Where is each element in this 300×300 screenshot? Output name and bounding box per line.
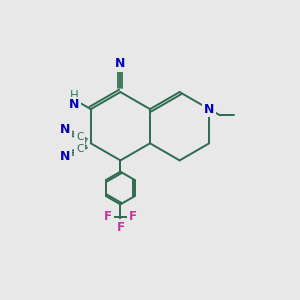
Text: N: N xyxy=(60,123,70,136)
Text: N: N xyxy=(60,150,70,163)
Text: F: F xyxy=(116,221,124,234)
Text: H: H xyxy=(70,89,78,102)
Text: N: N xyxy=(204,103,214,116)
Text: N: N xyxy=(115,57,126,70)
Text: C: C xyxy=(76,144,83,154)
Text: F: F xyxy=(129,210,137,224)
Text: N: N xyxy=(69,98,79,111)
Text: F: F xyxy=(104,210,112,224)
Text: C: C xyxy=(76,133,83,142)
